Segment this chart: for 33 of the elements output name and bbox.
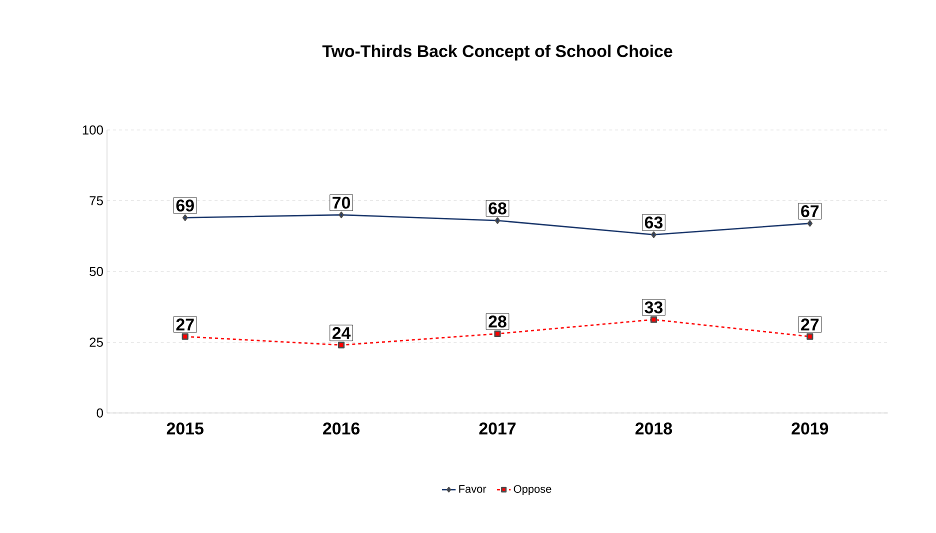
data-label: 67 [801,205,819,218]
point [494,330,501,338]
x-tick-label: 2016 [323,422,360,435]
y-tick-label: 0 [96,408,103,418]
point [807,220,813,227]
data-label: 68 [488,202,506,214]
point [494,217,500,224]
legend-label: Favor [459,485,486,493]
chart-title: Two-Thirds Back Concept of School Choice [322,44,672,60]
data-label: 63 [644,216,663,228]
point [650,316,658,323]
point [338,212,344,218]
point [338,342,345,348]
y-tick-label: 75 [90,196,103,206]
data-label: 24 [332,327,351,339]
data-label: 69 [176,200,194,212]
data-label: 33 [644,301,663,314]
data-label: 70 [332,196,350,209]
point [806,333,814,340]
x-tick-label: 2018 [635,422,672,435]
x-tick-label: 2015 [166,422,204,435]
x-tick-label: 2017 [479,422,516,435]
legend-label: Oppose [514,485,552,496]
point [651,231,656,238]
data-label: 28 [488,316,506,328]
y-tick-label: 50 [90,266,103,276]
y-tick-label: 25 [90,338,103,347]
point [182,333,188,340]
x-tick-label: 2019 [792,422,828,435]
point [182,214,188,222]
data-label: 27 [176,318,194,330]
y-tick-label: 100 [82,125,103,135]
data-label: 27 [801,318,819,330]
